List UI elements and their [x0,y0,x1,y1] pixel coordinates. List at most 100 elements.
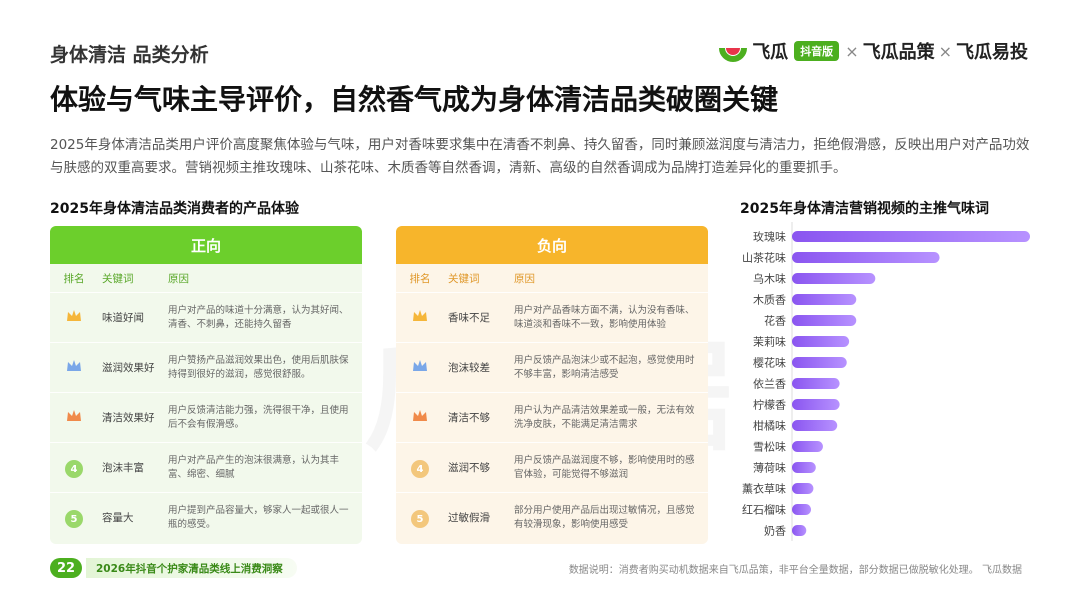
brand-pince: 飞瓜品策 [862,42,935,63]
table-row: 5 过敏假滑 部分用户使用产品后出现过敏情况，且感觉有较滑现象，影响使用感受 [396,492,708,542]
rank-cell [50,307,98,329]
keyword-cell: 泡沫较差 [448,362,490,374]
reason-cell: 用户对产品香味方面不满，认为没有香味、味道淡和香味不一致，影响使用体验 [514,304,695,330]
col-reason: 原因 [514,272,535,285]
rank-cell: 4 [396,457,444,479]
reason-cell: 用户认为产品清洁效果差或一般，无法有效洗净皮肤，不能满足清洁需求 [514,404,695,430]
table-row: 5 容量大 用户提到产品容量大，够家人一起或很人一瓶的感受。 [50,492,362,542]
gold-crown-icon [413,309,427,321]
table-row: 4 泡沫丰富 用户对产品产生的泡沫很满意，认为其丰富、绵密、细腻 [50,442,362,492]
scent-bar [792,483,814,494]
scent-bar [792,399,840,410]
rank-cell [50,407,98,429]
negative-panel-header: 负向 [396,226,708,264]
brand-yitou: 飞瓜易投 [956,42,1028,63]
scent-bar [792,294,857,305]
keyword-cell: 香味不足 [448,312,490,324]
silver-crown-icon [67,359,81,371]
scent-bar [792,525,807,536]
report-title: 2026年抖音个护家清品类线上消费洞察 [86,558,297,578]
category-label: 薄荷味 [753,461,786,475]
rank-number-badge: 5 [411,510,429,529]
category-label: 玫瑰味 [753,230,786,244]
brand-feigua: 飞瓜 [752,42,789,63]
rank-cell: 5 [50,507,98,529]
table-row: 4 滋润不够 用户反馈产品滋润度不够，影响使用时的感官体验，可能觉得不够滋润 [396,442,708,492]
table-row: 清洁不够 用户认为产品清洁效果差或一般，无法有效洗净皮肤，不能满足清洁需求 [396,392,708,442]
reason-cell: 用户反馈产品滋润度不够，影响使用时的感官体验，可能觉得不够滋润 [514,454,695,480]
category-label: 柠檬香 [753,398,786,412]
reason-cell: 用户对产品的味道十分满意，认为其好闻、清香、不刺鼻，还能持久留香 [168,304,349,330]
col-keyword: 关键词 [102,272,134,285]
rank-number-badge: 4 [411,460,429,479]
rank-cell [396,357,444,379]
category-label: 茉莉味 [753,335,786,349]
scent-bar [792,420,838,431]
scent-bar [792,462,816,473]
positive-column-headers: 排名 关键词 原因 [50,264,362,292]
rank-cell [50,357,98,379]
rank-cell: 4 [50,457,98,479]
gold-crown-icon [67,309,81,321]
table-row: 泡沫较差 用户反馈产品泡沫少或不起泡，感觉使用时不够丰富，影响清洁感受 [396,342,708,392]
scent-bar [792,504,812,515]
page-title: 体验与气味主导评价，自然香气成为身体清洁品类破圈关键 [50,83,779,116]
category-label: 木质香 [753,294,786,307]
brand-separator: × [845,41,859,61]
rank-cell: 5 [396,507,444,529]
reason-cell: 用户赞扬产品滋润效果出色，使用后肌肤保持得到很好的滋润，感觉很舒服。 [168,354,349,380]
category-label: 雪松味 [753,440,786,454]
scent-bar-chart: 玫瑰味山茶花味乌木味木质香花香茉莉味樱花味依兰香柠檬香柑橘味雪松味薄荷味薰衣草味… [742,222,1030,541]
reason-cell: 用户反馈产品泡沫少或不起泡，感觉使用时不够丰富，影响清洁感受 [514,354,695,380]
category-label: 花香 [764,315,786,328]
category-label: 红石榴味 [742,503,786,517]
scent-bar [792,357,847,368]
rank-cell [396,407,444,429]
rank-cell [396,307,444,329]
positive-panel: 正向 排名 关键词 原因 味道好闻 用户对产品的味道十分满意，认为其好闻、清香、不… [50,226,362,544]
negative-panel: 负向 排名 关键词 原因 香味不足 用户对产品香味方面不满，认为没有香味、味道淡和… [396,226,708,544]
rank-number-badge: 5 [65,510,83,529]
table-row: 清洁效果好 用户反馈清洁能力强，洗得很干净，且使用后不会有假滑感。 [50,392,362,442]
reason-cell: 用户反馈清洁能力强，洗得很干净，且使用后不会有假滑感。 [168,404,349,430]
category-label: 柑橘味 [753,419,786,433]
col-rank: 排名 [63,272,85,285]
keyword-cell: 过敏假滑 [448,512,490,524]
col-rank: 排名 [409,272,431,285]
keyword-cell: 滋润不够 [448,462,490,474]
table-row: 味道好闻 用户对产品的味道十分满意，认为其好闻、清香、不刺鼻，还能持久留香 [50,292,362,342]
page-number: 22 [50,558,82,578]
reason-cell: 用户对产品产生的泡沫很满意，认为其丰富、绵密、细腻 [168,454,340,480]
category-label: 樱花味 [753,357,786,370]
keyword-cell: 清洁效果好 [102,412,155,424]
reason-cell: 用户提到产品容量大，够家人一起或很人一瓶的感受。 [168,504,349,530]
feigua-logo-icon [719,47,748,62]
scent-chart-title: 2025年身体清洁营销视频的主推气味词 [740,201,989,217]
brand-separator: × [938,41,952,61]
keyword-cell: 味道好闻 [102,312,144,324]
data-note: 数据说明：消费者购买动机数据来自飞瓜品策，非平台全量数据，部分数据已做脱敏化处理… [568,565,1022,576]
bronze-crown-icon [413,409,427,421]
scent-bar [792,441,823,452]
negative-column-headers: 排名 关键词 原因 [396,264,708,292]
rank-number-badge: 4 [65,460,83,479]
category-label: 薰衣草味 [742,482,786,496]
keyword-cell: 容量大 [102,512,134,524]
keyword-cell: 泡沫丰富 [102,462,144,474]
brand-douyin-pill: 抖音版 [794,41,840,61]
keyword-cell: 清洁不够 [448,412,490,424]
page-description: 2025年身体清洁品类用户评价高度聚焦体验与气味，用户对香味要求集中在清香不刺鼻… [50,137,1030,176]
scent-bar [792,315,857,326]
bronze-crown-icon [67,409,81,421]
category-label: 山茶花味 [742,252,786,265]
scent-bar [792,273,876,284]
experience-section-title: 2025年身体清洁品类消费者的产品体验 [50,201,299,217]
category-label: 乌木味 [753,272,786,286]
positive-panel-header: 正向 [50,226,362,264]
scent-bar [792,336,850,347]
col-reason: 原因 [168,272,189,285]
table-row: 滋润效果好 用户赞扬产品滋润效果出色，使用后肌肤保持得到很好的滋润，感觉很舒服。 [50,342,362,392]
section-tag: 身体清洁 品类分析 [50,44,209,66]
category-label: 依兰香 [753,378,786,391]
silver-crown-icon [413,359,427,371]
